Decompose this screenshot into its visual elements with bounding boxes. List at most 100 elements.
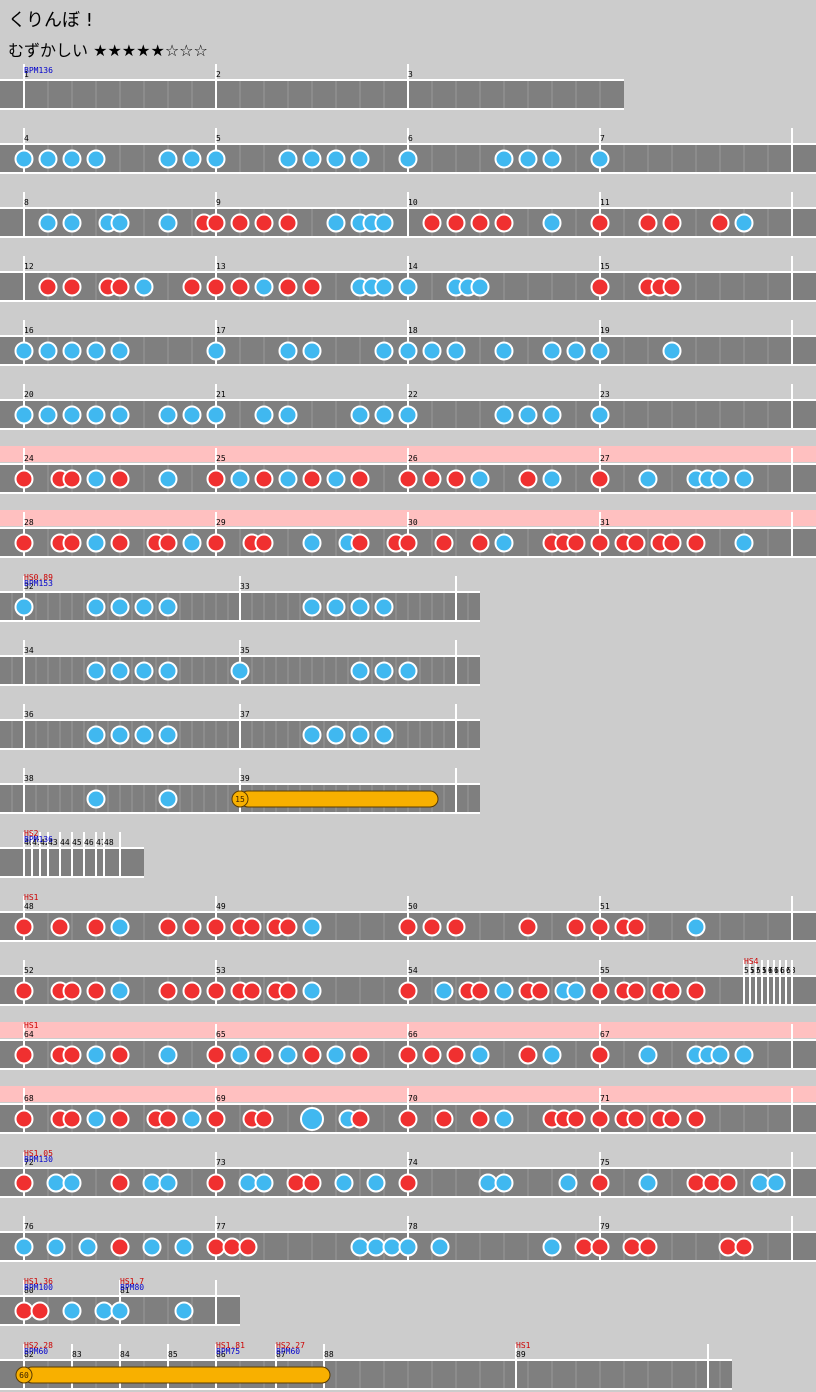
don-note (110, 1237, 130, 1257)
ka-note (158, 213, 178, 233)
bpm-label: BPM153 (24, 579, 53, 588)
measure-number: 86 (216, 1350, 226, 1359)
don-note (254, 469, 274, 489)
measure-number: 70 (408, 1094, 418, 1103)
ka-note (366, 1237, 386, 1257)
ka-note (134, 597, 154, 617)
ka-note (302, 981, 322, 1001)
bpm-label: BPM75 (216, 1347, 240, 1356)
don-note (350, 469, 370, 489)
don-note (286, 1173, 306, 1193)
ka-note (110, 213, 130, 233)
measure-number: 79 (600, 1222, 610, 1231)
ka-note (134, 725, 154, 745)
don-note (590, 533, 610, 553)
measure-number: 87 (276, 1350, 286, 1359)
don-note (590, 1045, 610, 1065)
roll-head (15, 1366, 33, 1384)
ka-note (158, 1045, 178, 1065)
ka-note (470, 277, 490, 297)
measure-number: 49 (216, 902, 226, 911)
ka-note (350, 149, 370, 169)
ka-note (638, 1045, 658, 1065)
ka-note (350, 725, 370, 745)
measure-number: 45 (72, 838, 82, 847)
ka-note (254, 405, 274, 425)
ka-note (494, 533, 514, 553)
ka-note (182, 1109, 202, 1129)
measure-number: 60 (768, 966, 778, 975)
hs-label: HS4 (744, 957, 759, 966)
don-note (470, 981, 490, 1001)
don-note (242, 981, 262, 1001)
don-note (530, 981, 550, 1001)
don-note (398, 469, 418, 489)
measure-number: 80 (24, 1286, 34, 1295)
ka-note (734, 533, 754, 553)
ka-note (158, 1173, 178, 1193)
measure-number: 52 (24, 966, 34, 975)
measure-number: 35 (240, 646, 250, 655)
measure-number: 7 (600, 134, 605, 143)
don-note (398, 1109, 418, 1129)
measure-number: 57 (750, 966, 760, 975)
bpm-label: BPM80 (120, 1283, 144, 1292)
don-note (30, 1301, 50, 1321)
measure-number: 33 (240, 582, 250, 591)
ka-note (254, 277, 274, 297)
don-note (110, 469, 130, 489)
measure-number: 27 (600, 454, 610, 463)
ka-note (326, 1045, 346, 1065)
ka-note (46, 1237, 66, 1257)
ka-note (110, 1301, 130, 1321)
hs-label: HS2.28 (24, 1341, 53, 1350)
don-note (398, 917, 418, 937)
measure-number: 48 (24, 902, 34, 911)
don-note (182, 917, 202, 937)
don-note (494, 213, 514, 233)
don-note (230, 277, 250, 297)
ka-note (750, 1173, 770, 1193)
don-note (62, 469, 82, 489)
ka-note (566, 981, 586, 1001)
don-note (398, 981, 418, 1001)
ka-note (38, 149, 58, 169)
hs-label: HS1.7 (120, 1277, 144, 1286)
ka-note (86, 405, 106, 425)
hs-label: HS1.05 (24, 1149, 53, 1158)
don-note (278, 213, 298, 233)
measure-number: 44 (60, 838, 70, 847)
roll-bar (23, 1366, 331, 1384)
ka-note (398, 277, 418, 297)
hs-label: HS1 (516, 1341, 531, 1350)
measure-number: 4 (24, 134, 29, 143)
don-note (626, 981, 646, 1001)
measure-number: 85 (168, 1350, 178, 1359)
bpm-label: BPM130 (24, 1155, 53, 1164)
ka-note (62, 1173, 82, 1193)
don-note (254, 533, 274, 553)
bpm-label: BPM136 (24, 835, 53, 844)
ka-note (278, 341, 298, 361)
ka-note (86, 1109, 106, 1129)
ka-note (78, 1237, 98, 1257)
measure-number: 11 (600, 198, 610, 207)
don-note (110, 1109, 130, 1129)
ka-note (494, 149, 514, 169)
ka-note (518, 405, 538, 425)
don-note (206, 533, 226, 553)
don-note (350, 1045, 370, 1065)
don-note (206, 1109, 226, 1129)
don-note (302, 277, 322, 297)
ka-note (14, 1237, 34, 1257)
don-note (14, 1109, 34, 1129)
measure-number: 30 (408, 518, 418, 527)
don-note (662, 1109, 682, 1129)
measure-number: 76 (24, 1222, 34, 1231)
ka-note (734, 1045, 754, 1065)
don-note (254, 213, 274, 233)
ka-note (14, 405, 34, 425)
ka-note (430, 1237, 450, 1257)
ka-note (62, 149, 82, 169)
